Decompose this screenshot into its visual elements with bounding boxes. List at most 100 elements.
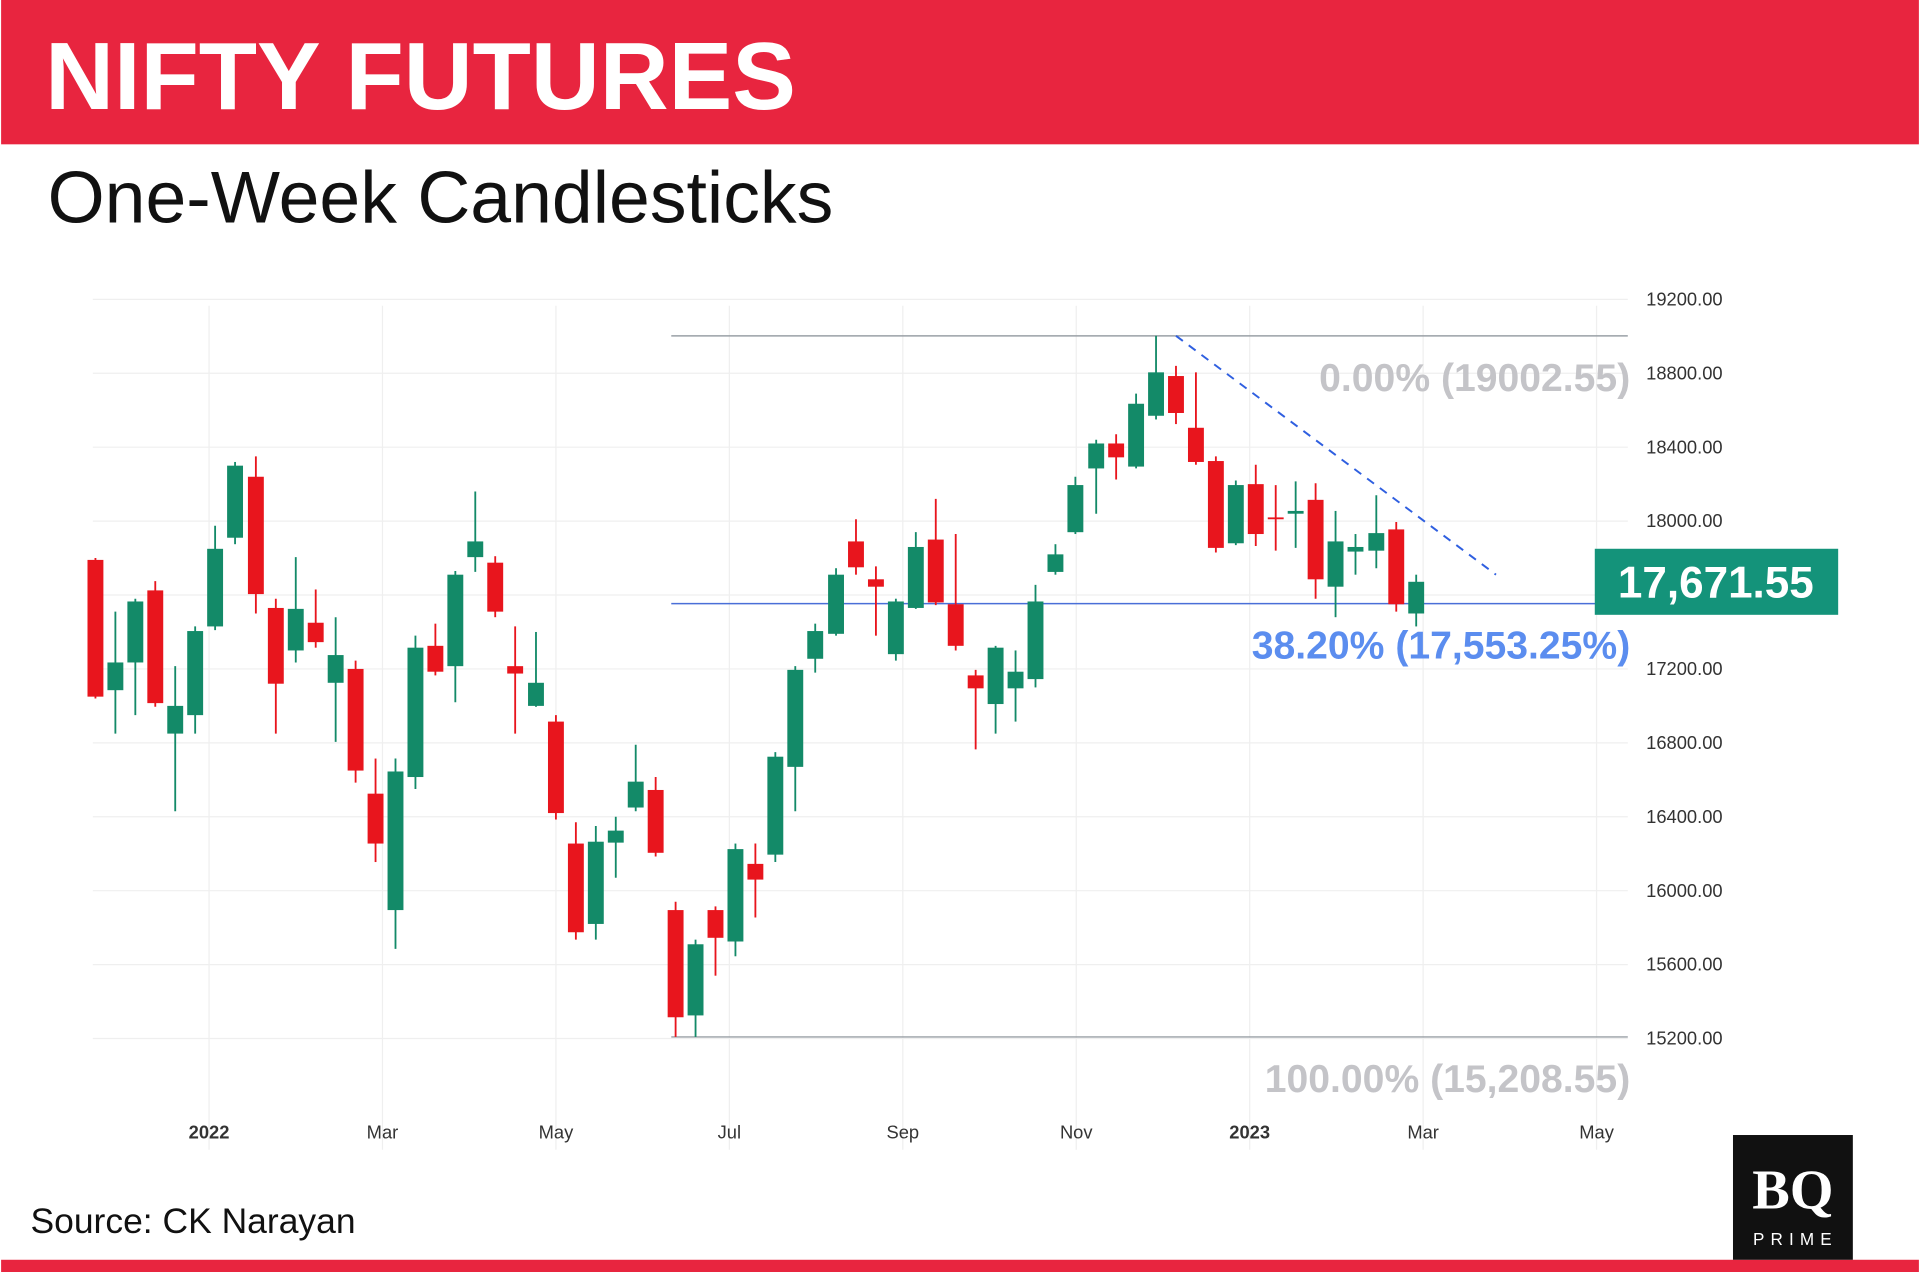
candle-body [927, 539, 944, 603]
candle-body [467, 541, 484, 558]
candle-body [727, 849, 744, 942]
candle-body [907, 546, 924, 608]
last-price-tag [1594, 548, 1839, 615]
candle-body [667, 910, 684, 1018]
candle-body [787, 669, 804, 767]
candle-body [848, 541, 864, 568]
candle-body [507, 666, 524, 674]
x-tick-label: May [1579, 1122, 1614, 1143]
subtitle: One-Week Candlesticks [48, 157, 834, 239]
candle-body [567, 843, 584, 933]
candle-body [1007, 671, 1024, 689]
candle-body [307, 622, 324, 643]
candle-body [247, 476, 264, 595]
last-price-label: 17,671.55 [1618, 559, 1814, 608]
candle-body [947, 604, 964, 646]
candle-body [1247, 484, 1264, 535]
title: NIFTY FUTURES [45, 24, 796, 130]
candle-body [1327, 541, 1344, 587]
x-tick-label: Mar [1407, 1122, 1439, 1143]
candle-body [687, 944, 704, 1016]
candle-body [1267, 517, 1284, 520]
candle-body [1388, 529, 1405, 605]
candle-body [707, 910, 724, 938]
y-tick-label: 18000.00 [1646, 510, 1722, 531]
candle-body [427, 645, 444, 672]
candle-body [1148, 372, 1164, 416]
candle-body [367, 793, 384, 844]
footer-band [1, 1259, 1919, 1272]
candle-body [887, 601, 904, 655]
candle-body [1287, 510, 1304, 514]
candle-body [1067, 485, 1084, 533]
candle-body [207, 548, 224, 627]
candle-body [347, 668, 364, 771]
candle-body [267, 607, 284, 684]
y-tick-label: 17200.00 [1646, 658, 1722, 679]
x-tick-label: May [539, 1122, 574, 1143]
y-tick-label: 15200.00 [1646, 1028, 1722, 1049]
y-tick-label: 19200.00 [1646, 288, 1722, 309]
candle-body [607, 830, 624, 843]
logo-sub: PRIME [1753, 1230, 1838, 1249]
candle-body [1207, 461, 1224, 548]
candle-body [1027, 601, 1044, 680]
candle-body [828, 574, 844, 634]
header-band [1, 0, 1919, 145]
candle-body [387, 771, 404, 911]
candle-body [1307, 499, 1324, 580]
y-tick-label: 16000.00 [1646, 880, 1722, 901]
logo-text: BQ [1752, 1159, 1833, 1221]
level-label: 100.00% (15,208.55) [1265, 1058, 1630, 1101]
x-tick-label: Nov [1060, 1122, 1093, 1143]
y-tick-label: 15600.00 [1646, 954, 1722, 975]
candle-body [1128, 403, 1145, 467]
candle-body [107, 662, 124, 691]
x-tick-label: Sep [887, 1122, 920, 1143]
candle-body [547, 721, 564, 814]
level-label: 0.00% (19002.55) [1319, 357, 1630, 400]
candle-body [227, 465, 244, 538]
x-tick-label: Jul [718, 1122, 741, 1143]
candle-body [187, 631, 204, 716]
candle-body [147, 590, 164, 704]
candle-body [987, 647, 1004, 705]
chart: 15200.00 15600.00 16000.00 16400.00 16800.00… [87, 288, 1839, 1150]
trendline [1175, 335, 1497, 576]
candle-body [767, 756, 784, 855]
candle-body [1347, 546, 1364, 552]
candle-body [647, 789, 664, 853]
level-label: 38.20% (17,553.25%) [1252, 625, 1630, 668]
candle-body [587, 841, 604, 924]
candle-body [1108, 443, 1125, 458]
candle-body [1408, 581, 1425, 614]
candle-body [127, 601, 144, 663]
candle-body [1088, 443, 1105, 469]
y-tick-label: 16400.00 [1646, 806, 1722, 827]
candle-body [967, 675, 984, 689]
candle-body [287, 608, 304, 651]
candle-body [327, 655, 344, 683]
y-tick-label: 16800.00 [1646, 732, 1722, 753]
candle-body [167, 705, 184, 734]
y-tick-label: 18800.00 [1646, 362, 1722, 383]
candle-body [807, 631, 824, 659]
candle-body [1368, 533, 1385, 551]
candle-body [867, 579, 884, 587]
candle-body [747, 863, 764, 880]
candle-body [1227, 485, 1244, 544]
candle-body [528, 682, 544, 706]
candle-body [447, 574, 464, 667]
x-tick-label: 2023 [1229, 1122, 1270, 1143]
candle-body [87, 559, 104, 697]
source: Source: CK Narayan [30, 1201, 355, 1241]
logo-box [1732, 1135, 1853, 1260]
x-tick-label: Mar [367, 1122, 399, 1143]
candle-body [1047, 554, 1064, 572]
candle-body [627, 781, 644, 808]
x-tick-label: 2022 [189, 1122, 230, 1143]
y-tick-label: 18400.00 [1646, 436, 1722, 457]
candle-body [407, 647, 424, 778]
candle-body [1187, 427, 1204, 462]
